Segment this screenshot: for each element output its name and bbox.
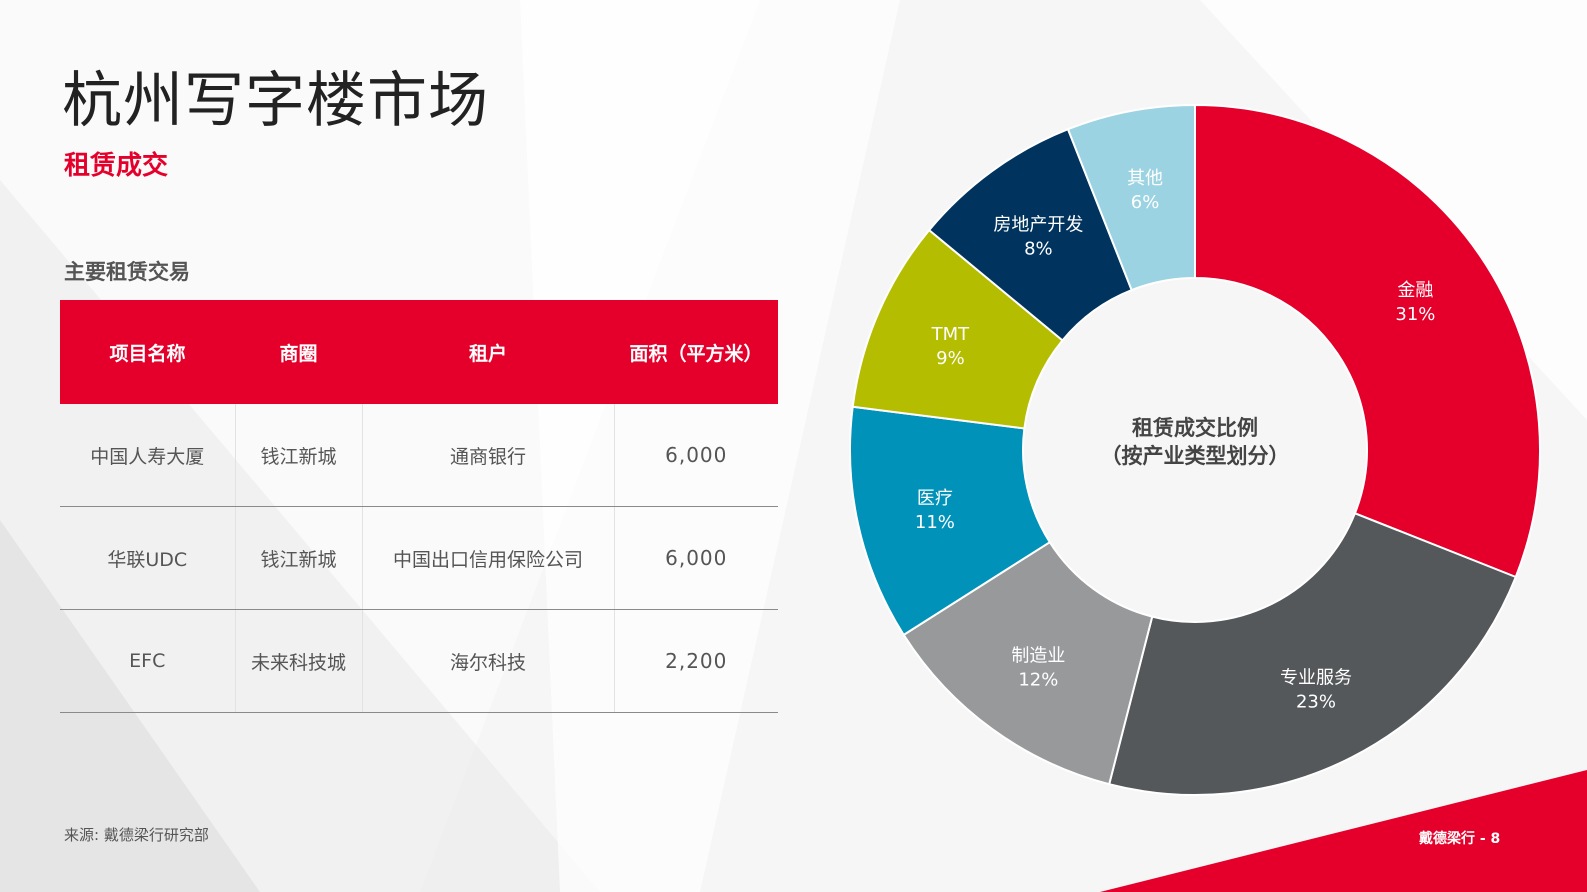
slice-label-6: 其他 [1127,168,1163,189]
table-row: 华联UDC 钱江新城 中国出口信用保险公司 6,000 [60,506,778,610]
donut-slice-0 [1194,103,1541,579]
page-title: 杭州写字楼市场 [62,66,489,136]
cell-tenant: 通商银行 [362,404,615,507]
slice-value-0: 31% [1395,304,1435,325]
slice-label-5: 房地产开发 [993,214,1083,235]
cell-project: 中国人寿大厦 [60,404,236,507]
cell-area: 6,000 [614,404,778,507]
industry-donut-chart: 金融31%专业服务23%制造业12%医疗11%TMT9%房地产开发8%其他6% … [849,103,1541,796]
table-row: EFC 未来科技城 海尔科技 2,200 [60,609,778,713]
donut-slice-2 [902,540,1154,786]
slice-label-4: TMT [931,324,971,345]
column-header-project: 项目名称 [60,300,235,404]
donut-slice-3 [849,405,1052,637]
donut-slice-6 [1066,103,1196,292]
slice-value-6: 6% [1131,192,1160,213]
cell-district: 未来科技城 [235,609,363,713]
slice-label-2: 制造业 [1011,646,1065,667]
slice-value-1: 23% [1296,691,1336,712]
donut-center-label-line2: （按产业类型划分） [1101,444,1290,468]
slice-value-5: 8% [1024,238,1053,259]
slice-value-4: 9% [936,348,965,369]
table-row: 中国人寿大厦 钱江新城 通商银行 6,000 [60,404,778,507]
slice-value-3: 11% [915,512,955,533]
source-note: 来源: 戴德梁行研究部 [64,826,209,844]
cell-project: EFC [60,609,236,713]
cell-district: 钱江新城 [235,404,363,507]
cell-project: 华联UDC [60,506,236,610]
column-header-area: 面积（平方米） [614,300,778,404]
table-title: 主要租赁交易 [64,260,190,284]
slice-value-2: 12% [1018,670,1058,691]
column-header-tenant: 租户 [362,300,614,404]
slice-label-1: 专业服务 [1280,667,1352,688]
donut-center-label-line1: 租赁成交比例 [1132,416,1258,440]
slice-label-3: 医疗 [917,488,953,509]
cell-tenant: 海尔科技 [362,609,615,713]
page-subtitle: 租赁成交 [64,151,169,181]
cell-tenant: 中国出口信用保险公司 [362,506,615,610]
lease-deals-table: 项目名称 商圈 租户 面积（平方米） 中国人寿大厦 钱江新城 通商银行 6,00… [60,300,778,713]
donut-slice-1 [1107,512,1518,796]
slice-label-0: 金融 [1397,280,1433,301]
column-header-district: 商圈 [235,300,362,404]
cell-area: 2,200 [614,609,778,713]
page-footer: 戴德梁行 - 8 [1419,831,1501,847]
cell-district: 钱江新城 [235,506,363,610]
footer-red-band [1100,770,1587,892]
cell-area: 6,000 [614,506,778,610]
table-header-row: 项目名称 商圈 租户 面积（平方米） [60,300,778,404]
